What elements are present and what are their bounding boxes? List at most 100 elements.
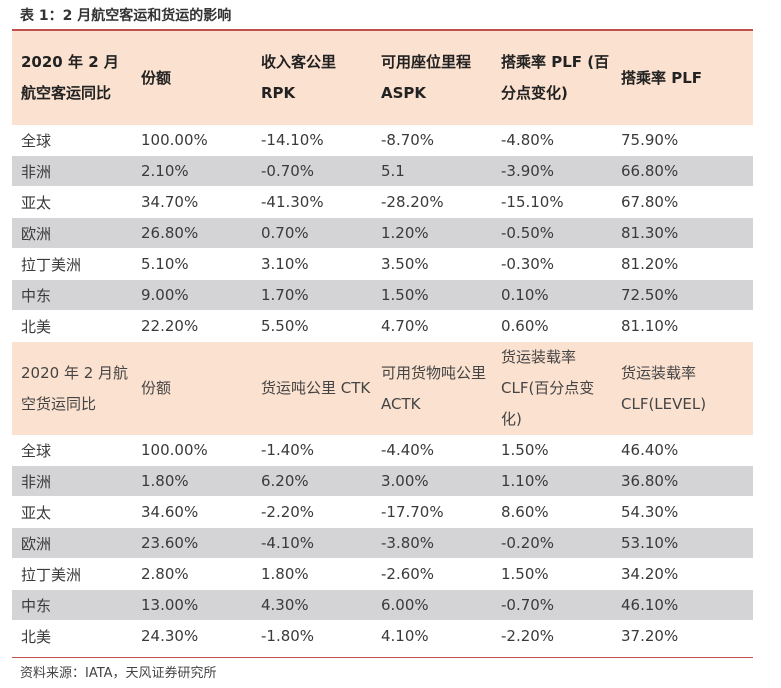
value-cell: 9.00% [132,279,252,311]
value-cell: -0.50% [492,217,612,249]
cargo-header-cell: 可用货物吨公里 ACTK [372,341,492,435]
value-cell: 75.90% [612,125,753,156]
region-cell: 欧洲 [12,527,132,559]
value-cell: -0.70% [252,155,372,187]
passenger-header-cell: 份额 [132,31,252,125]
value-cell: 5.1 [372,155,492,187]
table-row: 全球 100.00% -1.40% -4.40% 1.50% 46.40% [12,435,753,466]
value-cell: 46.40% [612,435,753,466]
value-cell: -1.40% [252,435,372,466]
cargo-header-cell: 货运吨公里 CTK [252,341,372,435]
cargo-header-cell: 货运装载率 CLF(百分点变化) [492,341,612,435]
value-cell: -14.10% [252,125,372,156]
value-cell: 100.00% [132,435,252,466]
region-cell: 非洲 [12,465,132,497]
title-divider [12,29,753,31]
value-cell: 24.30% [132,620,252,652]
table-row: 欧洲 23.60% -4.10% -3.80% -0.20% 53.10% [12,527,753,559]
table-row: 拉丁美洲 5.10% 3.10% 3.50% -0.30% 81.20% [12,248,753,280]
table-row: 全球 100.00% -14.10% -8.70% -4.80% 75.90% [12,125,753,156]
region-cell: 亚太 [12,186,132,218]
value-cell: -41.30% [252,186,372,218]
value-cell: 34.20% [612,558,753,590]
cargo-header-row: 2020 年 2 月航空货运同比 份额 货运吨公里 CTK 可用货物吨公里 ACTK 货… [12,341,753,435]
value-cell: -4.40% [372,435,492,466]
region-cell: 全球 [12,435,132,466]
table-title: 表 1：2 月航空客运和货运的影响 [20,8,232,24]
value-cell: 67.80% [612,186,753,218]
region-cell: 北美 [12,620,132,652]
value-cell: -2.20% [252,496,372,528]
table-row: 欧洲 26.80% 0.70% 1.20% -0.50% 81.30% [12,217,753,249]
passenger-header-cell: 2020 年 2 月航空客运同比 [12,31,132,125]
value-cell: 34.60% [132,496,252,528]
value-cell: -0.20% [492,527,612,559]
value-cell: -0.30% [492,248,612,280]
value-cell: 1.20% [372,217,492,249]
value-cell: -2.60% [372,558,492,590]
value-cell: 100.00% [132,125,252,156]
cargo-header-cell: 货运装载率 CLF(LEVEL) [612,341,753,435]
value-cell: -17.70% [372,496,492,528]
bottom-divider [12,657,753,658]
impact-table: 2020 年 2 月航空客运同比 份额 收入客公里 RPK 可用座位里程 ASPK 搭乘… [12,31,753,652]
value-cell: 23.60% [132,527,252,559]
value-cell: 66.80% [612,155,753,187]
value-cell: 4.70% [372,310,492,342]
value-cell: 81.10% [612,310,753,342]
value-cell: 5.10% [132,248,252,280]
value-cell: 1.50% [492,558,612,590]
value-cell: 54.30% [612,496,753,528]
region-cell: 北美 [12,310,132,342]
region-cell: 欧洲 [12,217,132,249]
value-cell: 6.20% [252,465,372,497]
value-cell: -8.70% [372,125,492,156]
table-row: 非洲 2.10% -0.70% 5.1 -3.90% 66.80% [12,155,753,187]
value-cell: 5.50% [252,310,372,342]
value-cell: 22.20% [132,310,252,342]
passenger-header-cell: 搭乘率 PLF (百分点变化) [492,31,612,125]
value-cell: -2.20% [492,620,612,652]
source-note: 资料来源：IATA，天风证券研究所 [20,666,217,681]
value-cell: 37.20% [612,620,753,652]
passenger-header-cell: 可用座位里程 ASPK [372,31,492,125]
value-cell: 1.50% [492,435,612,466]
value-cell: 4.30% [252,589,372,621]
value-cell: 4.10% [372,620,492,652]
cargo-header-cell: 2020 年 2 月航空货运同比 [12,341,132,435]
value-cell: -4.80% [492,125,612,156]
passenger-header-cell: 收入客公里 RPK [252,31,372,125]
value-cell: 3.50% [372,248,492,280]
value-cell: -3.80% [372,527,492,559]
region-cell: 拉丁美洲 [12,558,132,590]
table-row: 拉丁美洲 2.80% 1.80% -2.60% 1.50% 34.20% [12,558,753,590]
value-cell: 1.10% [492,465,612,497]
value-cell: 2.80% [132,558,252,590]
table-row: 北美 22.20% 5.50% 4.70% 0.60% 81.10% [12,310,753,342]
value-cell: -3.90% [492,155,612,187]
value-cell: 53.10% [612,527,753,559]
value-cell: 1.80% [132,465,252,497]
table-row: 中东 9.00% 1.70% 1.50% 0.10% 72.50% [12,279,753,311]
table-row: 中东 13.00% 4.30% 6.00% -0.70% 46.10% [12,589,753,621]
value-cell: 13.00% [132,589,252,621]
value-cell: 26.80% [132,217,252,249]
passenger-header-cell: 搭乘率 PLF [612,31,753,125]
value-cell: 1.70% [252,279,372,311]
value-cell: -1.80% [252,620,372,652]
region-cell: 亚太 [12,496,132,528]
region-cell: 非洲 [12,155,132,187]
value-cell: 1.80% [252,558,372,590]
passenger-header-row: 2020 年 2 月航空客运同比 份额 收入客公里 RPK 可用座位里程 ASPK 搭乘… [12,31,753,125]
value-cell: -4.10% [252,527,372,559]
value-cell: -28.20% [372,186,492,218]
value-cell: 3.00% [372,465,492,497]
table-row: 非洲 1.80% 6.20% 3.00% 1.10% 36.80% [12,465,753,497]
value-cell: -15.10% [492,186,612,218]
table-row: 北美 24.30% -1.80% 4.10% -2.20% 37.20% [12,620,753,652]
table-row: 亚太 34.70% -41.30% -28.20% -15.10% 67.80% [12,186,753,218]
value-cell: 81.30% [612,217,753,249]
value-cell: 46.10% [612,589,753,621]
value-cell: 72.50% [612,279,753,311]
value-cell: -0.70% [492,589,612,621]
